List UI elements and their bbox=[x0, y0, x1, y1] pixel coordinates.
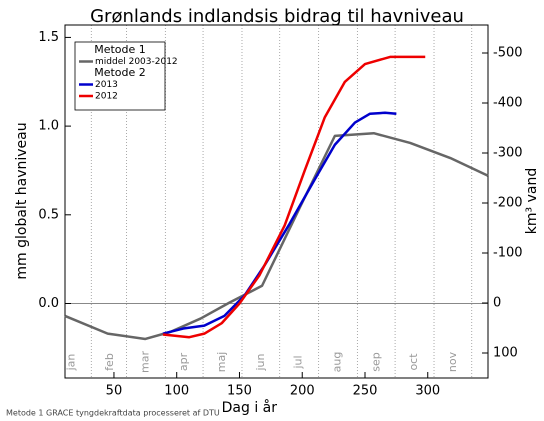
series-line bbox=[162, 55, 426, 339]
y-tick-label: 1.0 bbox=[38, 119, 59, 134]
x-tick-label: 200 bbox=[290, 384, 315, 399]
y2-tick-label: -300 bbox=[493, 146, 523, 161]
x-tick-label: 250 bbox=[353, 384, 378, 399]
series-line bbox=[162, 111, 397, 335]
month-label: sep bbox=[369, 352, 382, 371]
legend-label: 2012 bbox=[95, 92, 118, 102]
month-label: apr bbox=[177, 352, 190, 371]
y-tick-label: 0.5 bbox=[38, 207, 59, 222]
y-axis-label: mm globalt havniveau bbox=[14, 122, 30, 279]
month-label: jan bbox=[64, 354, 77, 372]
legend-header: Metode 1 bbox=[94, 43, 146, 56]
y-tick-label: 1.5 bbox=[38, 30, 59, 45]
x-tick-label: 50 bbox=[106, 384, 123, 399]
x-tick-label: 150 bbox=[227, 384, 252, 399]
legend-label: 2013 bbox=[95, 80, 118, 90]
month-label: feb bbox=[103, 353, 116, 371]
y2-tick-label: -400 bbox=[493, 96, 523, 111]
month-label: mar bbox=[138, 351, 151, 373]
footnote: Metode 1 GRACE tyngdekraftdata processer… bbox=[6, 409, 220, 418]
month-label: jun bbox=[254, 353, 267, 371]
legend-box bbox=[74, 41, 166, 111]
plot-frame bbox=[64, 24, 489, 379]
legend-label: middel 2003-2012 bbox=[95, 57, 178, 67]
x-axis-label: Dag i år bbox=[222, 399, 278, 416]
y2-tick-label: -100 bbox=[493, 246, 523, 261]
month-label: nov bbox=[446, 351, 459, 372]
y2-tick-label: -500 bbox=[493, 46, 523, 61]
y2-tick-label: 0 bbox=[493, 296, 501, 311]
x-tick-label: 300 bbox=[415, 384, 440, 399]
y-tick-label: 0.0 bbox=[38, 296, 59, 311]
y2-tick-label: 100 bbox=[493, 346, 518, 361]
month-label: aug bbox=[330, 352, 343, 373]
month-label: maj bbox=[215, 352, 228, 373]
series-line bbox=[64, 131, 489, 341]
chart-title: Grønlands indlandsis bidrag til havnivea… bbox=[90, 6, 464, 27]
y2-axis-label: km³ vand bbox=[524, 168, 540, 234]
month-label: oct bbox=[407, 353, 420, 371]
legend-header: Metode 2 bbox=[94, 66, 146, 79]
x-tick-label: 100 bbox=[164, 384, 189, 399]
month-label: jul bbox=[291, 355, 304, 369]
y2-tick-label: -200 bbox=[493, 196, 523, 211]
